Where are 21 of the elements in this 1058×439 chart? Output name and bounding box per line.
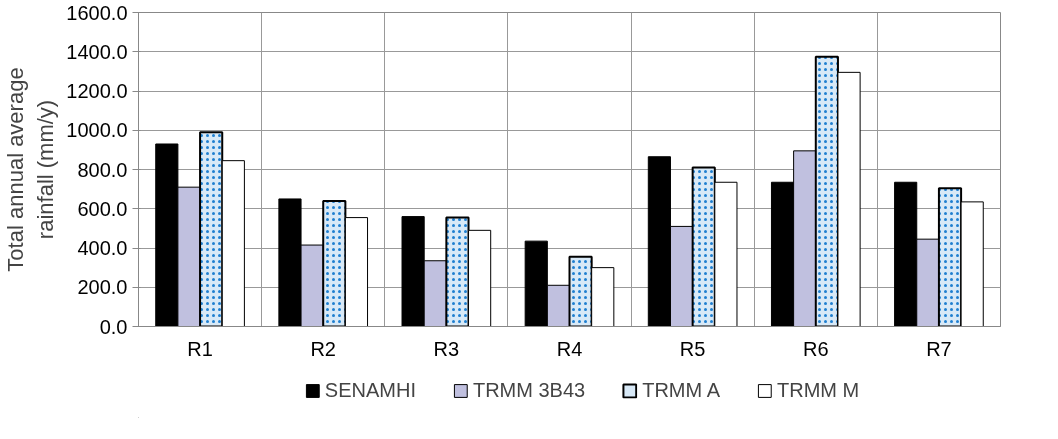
y-tick-label: 1200.0 xyxy=(66,80,128,102)
x-tick-label: R3 xyxy=(433,337,460,360)
x-tick-label: R2 xyxy=(310,337,337,360)
y-tick-label: 400.0 xyxy=(77,237,128,259)
legend-label: TRMM A xyxy=(642,378,720,402)
y-axis-title: Total annual average rainfall (mm/y) xyxy=(3,67,59,272)
y-tick-label: 600.0 xyxy=(77,197,128,220)
y-tick-label: 200.0 xyxy=(77,276,128,299)
legend-label: TRMM M xyxy=(776,378,860,402)
x-tick-label: R5 xyxy=(679,337,706,360)
x-tick-label: R7 xyxy=(926,337,952,360)
y-tick-label: 1400.0 xyxy=(66,40,128,63)
legend-label: TRMM 3B43 xyxy=(472,378,586,402)
x-tick-label: R4 xyxy=(556,337,583,360)
y-tick-label: 1000.0 xyxy=(66,119,128,142)
y-tick-label: 0.0 xyxy=(99,315,128,338)
y-tick-label: 800.0 xyxy=(77,158,128,181)
y-tick-label: 1600.0 xyxy=(66,1,128,24)
x-tick-label: R6 xyxy=(803,337,829,360)
x-tick-label: R1 xyxy=(187,337,213,360)
legend-label: SENAMHI xyxy=(324,378,416,402)
